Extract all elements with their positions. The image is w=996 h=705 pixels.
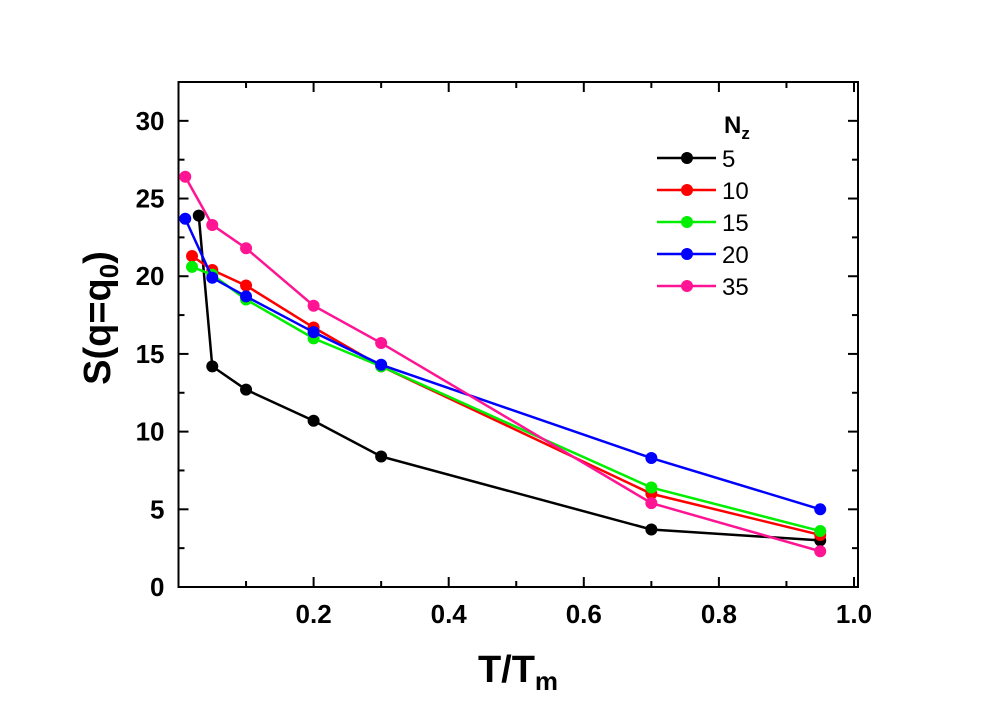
legend-label: 15 bbox=[722, 210, 749, 237]
data-point bbox=[179, 212, 192, 225]
data-point bbox=[814, 545, 827, 558]
data-point bbox=[814, 525, 827, 538]
data-series bbox=[179, 170, 827, 558]
legend-item-35: 35 bbox=[657, 274, 749, 301]
y-tick-label: 5 bbox=[150, 494, 164, 524]
data-point bbox=[814, 503, 827, 516]
data-point bbox=[206, 218, 219, 231]
legend-marker bbox=[681, 280, 693, 292]
data-point bbox=[186, 260, 199, 273]
data-point bbox=[206, 360, 219, 373]
data-point bbox=[186, 250, 199, 263]
legend-title: Nz bbox=[724, 112, 750, 143]
data-point bbox=[307, 299, 320, 312]
legend-item-15: 15 bbox=[657, 210, 749, 237]
legend-marker bbox=[681, 248, 693, 260]
data-point bbox=[645, 523, 658, 536]
legend-label: 10 bbox=[722, 178, 749, 205]
x-tick-label: 1.0 bbox=[836, 599, 872, 629]
legend-item-20: 20 bbox=[657, 242, 749, 269]
data-point bbox=[375, 358, 388, 371]
legend-marker bbox=[681, 184, 693, 196]
legend-item-10: 10 bbox=[657, 178, 749, 205]
legend: Nz 5 10 15 20 35 bbox=[657, 112, 750, 301]
data-point bbox=[645, 497, 658, 510]
data-point bbox=[179, 170, 192, 183]
x-axis-title: T/Tm bbox=[478, 649, 558, 696]
data-point bbox=[375, 337, 388, 350]
data-point bbox=[307, 414, 320, 427]
y-tick-label: 0 bbox=[150, 572, 164, 602]
y-axis: 0 5 10 15 20 25 30 bbox=[136, 81, 858, 602]
series-35 bbox=[179, 170, 827, 558]
legend-marker bbox=[681, 152, 693, 164]
x-tick-label: 0.6 bbox=[566, 599, 602, 629]
data-point bbox=[307, 326, 320, 339]
y-tick-label: 25 bbox=[136, 184, 165, 214]
series-15 bbox=[186, 260, 827, 538]
legend-item-5: 5 bbox=[657, 146, 735, 173]
plot-border bbox=[177, 81, 859, 588]
legend-marker bbox=[681, 216, 693, 228]
legend-label: 35 bbox=[722, 274, 749, 301]
y-tick-label: 10 bbox=[136, 417, 165, 447]
x-tick-label: 0.8 bbox=[701, 599, 737, 629]
y-tick-label: 30 bbox=[136, 106, 165, 136]
data-point bbox=[375, 450, 388, 463]
plot-frame bbox=[177, 81, 859, 588]
y-tick-label: 20 bbox=[136, 261, 165, 291]
x-tick-label: 0.2 bbox=[296, 599, 332, 629]
y-axis-title: S(q=q0) bbox=[77, 251, 124, 385]
x-axis: 0.2 0.4 0.6 0.8 1.0 bbox=[245, 82, 872, 629]
data-point bbox=[240, 279, 253, 292]
data-point bbox=[192, 209, 205, 222]
legend-label: 20 bbox=[722, 242, 749, 269]
data-point bbox=[206, 271, 219, 284]
y-tick-label: 15 bbox=[136, 339, 165, 369]
data-point bbox=[645, 452, 658, 465]
data-point bbox=[240, 290, 253, 303]
data-point bbox=[240, 242, 253, 255]
series-20 bbox=[179, 212, 827, 516]
data-point bbox=[645, 481, 658, 494]
legend-label: 5 bbox=[722, 146, 735, 173]
data-point bbox=[240, 383, 253, 396]
x-tick-label: 0.4 bbox=[431, 599, 468, 629]
